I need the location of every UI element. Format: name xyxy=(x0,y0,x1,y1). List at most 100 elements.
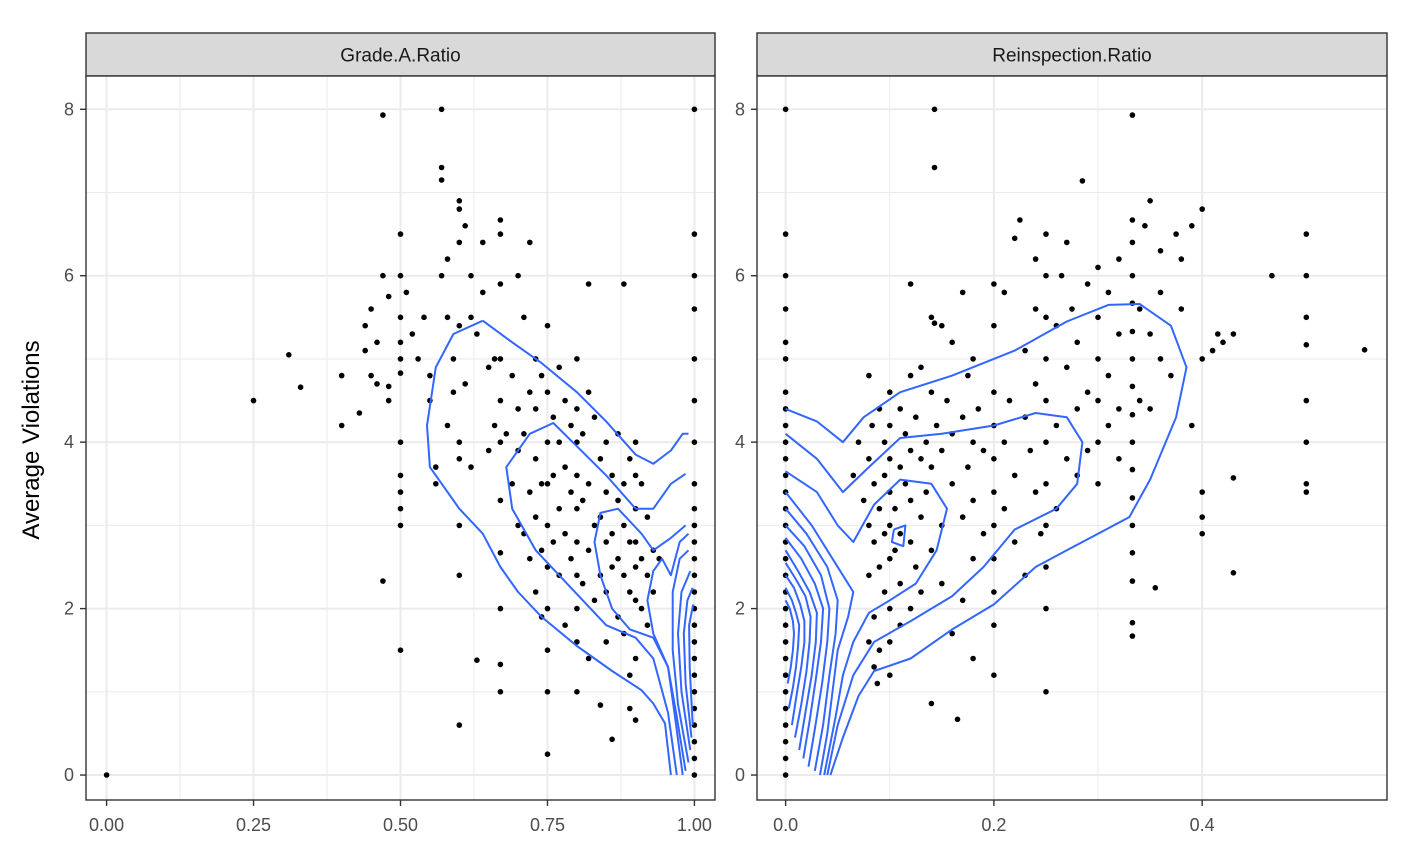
data-point xyxy=(650,589,657,595)
data-point xyxy=(456,522,463,529)
data-point xyxy=(603,639,609,645)
data-point xyxy=(574,505,580,512)
data-point xyxy=(574,605,580,612)
data-point xyxy=(397,314,404,321)
data-point xyxy=(450,389,457,396)
data-point xyxy=(397,647,404,653)
data-point xyxy=(1136,397,1143,404)
data-point xyxy=(385,293,392,300)
data-point xyxy=(887,555,893,562)
data-point xyxy=(991,389,997,396)
y-tick-label: 6 xyxy=(64,266,74,286)
data-point xyxy=(638,555,645,562)
data-point xyxy=(574,539,580,545)
data-point xyxy=(1116,406,1122,412)
data-point xyxy=(691,672,698,678)
data-point xyxy=(368,372,374,379)
data-point xyxy=(1269,272,1275,279)
data-point xyxy=(632,597,639,604)
data-point xyxy=(897,406,903,412)
x-tick-label: 0.00 xyxy=(89,815,124,835)
data-point xyxy=(474,657,480,663)
data-point xyxy=(874,680,881,687)
data-point xyxy=(980,447,987,454)
gridlines xyxy=(757,76,1387,800)
y-tick-label: 2 xyxy=(735,599,745,619)
data-point xyxy=(380,272,386,279)
data-points xyxy=(782,106,1368,778)
panel-strip xyxy=(756,32,1388,77)
data-point xyxy=(691,655,698,662)
data-point xyxy=(866,572,872,579)
data-point xyxy=(521,314,527,321)
data-point xyxy=(621,522,627,529)
data-point xyxy=(521,431,527,437)
y-tick-label: 8 xyxy=(735,99,745,119)
data-point xyxy=(897,530,903,537)
data-point xyxy=(297,384,304,391)
density-contour-line xyxy=(785,470,948,776)
data-point xyxy=(1220,339,1226,346)
data-point xyxy=(438,272,445,279)
data-point xyxy=(949,339,955,346)
data-point xyxy=(1147,406,1153,412)
data-point xyxy=(632,439,639,446)
data-point xyxy=(632,655,639,662)
data-point xyxy=(782,306,789,312)
density-contour-line xyxy=(784,508,839,772)
data-point xyxy=(556,439,562,446)
data-point xyxy=(544,605,551,612)
data-point xyxy=(1178,256,1185,262)
data-point xyxy=(782,738,789,745)
data-point xyxy=(456,322,463,329)
data-point xyxy=(918,364,924,371)
y-tick-label: 2 xyxy=(64,599,74,619)
data-point xyxy=(931,164,938,171)
data-point xyxy=(1303,439,1310,446)
data-point xyxy=(691,589,698,595)
data-point xyxy=(939,447,945,454)
density-contour-line xyxy=(784,537,825,759)
data-point xyxy=(579,580,586,587)
data-point xyxy=(638,605,645,612)
data-point xyxy=(433,481,439,487)
data-point xyxy=(1168,372,1174,379)
data-point xyxy=(544,322,551,329)
data-point xyxy=(897,464,903,470)
density-contour-line xyxy=(482,319,689,465)
data-point xyxy=(1032,381,1039,387)
data-point xyxy=(928,314,935,321)
data-point xyxy=(923,439,929,446)
data-point xyxy=(568,489,574,495)
data-point xyxy=(1199,489,1205,495)
data-point xyxy=(544,522,551,529)
data-point xyxy=(782,672,789,678)
data-point xyxy=(403,289,410,296)
data-point xyxy=(1199,514,1205,520)
data-point xyxy=(980,530,987,537)
data-point xyxy=(397,522,404,529)
data-point xyxy=(1157,248,1164,254)
data-point xyxy=(627,672,633,678)
data-point xyxy=(782,456,789,462)
data-point xyxy=(609,472,615,479)
data-point xyxy=(1032,306,1039,312)
data-point xyxy=(585,281,592,287)
data-point xyxy=(892,547,898,554)
data-point xyxy=(438,177,445,183)
data-point xyxy=(892,505,898,512)
data-point xyxy=(1001,289,1008,296)
data-point xyxy=(1022,347,1028,354)
data-point xyxy=(691,481,698,487)
data-point xyxy=(959,289,966,296)
data-point xyxy=(362,322,369,329)
data-point xyxy=(782,422,789,429)
data-point xyxy=(691,738,698,745)
data-point xyxy=(860,497,867,504)
data-point xyxy=(1053,422,1060,429)
data-point xyxy=(397,472,404,479)
data-point xyxy=(538,481,545,487)
density-contour-line xyxy=(646,532,690,772)
data-point xyxy=(1043,397,1049,404)
density-contour-line xyxy=(677,570,692,751)
